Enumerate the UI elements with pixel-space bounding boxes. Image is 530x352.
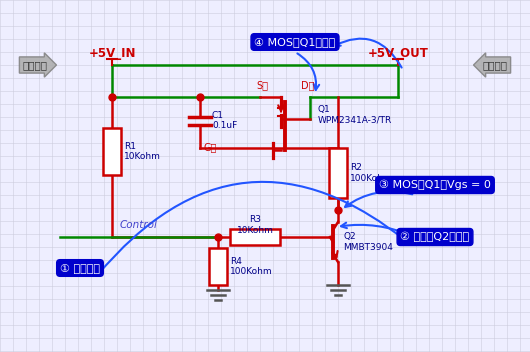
Text: ③ MOS管Q1的Vgs = 0: ③ MOS管Q1的Vgs = 0: [379, 180, 491, 190]
Bar: [230, 229, 280, 245]
Text: C1
0.1uF: C1 0.1uF: [212, 111, 237, 130]
Text: ② 三极管Q2不导通: ② 三极管Q2不导通: [401, 232, 470, 242]
Bar: [329, 148, 347, 198]
Bar: [103, 128, 121, 175]
Text: D极: D极: [301, 80, 315, 90]
Text: Q1
WPM2341A-3/TR: Q1 WPM2341A-3/TR: [318, 105, 392, 125]
Text: ① 低电平时: ① 低电平时: [60, 263, 100, 273]
Text: R2
100Kohm: R2 100Kohm: [350, 163, 393, 183]
Text: +5V_IN: +5V_IN: [89, 46, 136, 59]
Text: 电源输入: 电源输入: [22, 60, 48, 70]
Text: Q2
MMBT3904: Q2 MMBT3904: [343, 232, 393, 252]
Text: 电源输出: 电源输出: [482, 60, 508, 70]
Text: +5V_OUT: +5V_OUT: [368, 46, 428, 59]
Text: R4
100Kohm: R4 100Kohm: [230, 257, 272, 276]
Bar: [209, 248, 227, 285]
Text: ④ MOS管Q1不导通: ④ MOS管Q1不导通: [254, 37, 335, 47]
Text: G极: G极: [204, 142, 217, 152]
Text: Control: Control: [120, 220, 158, 230]
Text: S极: S极: [256, 80, 268, 90]
Text: R1
10Kohm: R1 10Kohm: [124, 142, 161, 161]
Text: R3
10Kohm: R3 10Kohm: [236, 215, 273, 235]
